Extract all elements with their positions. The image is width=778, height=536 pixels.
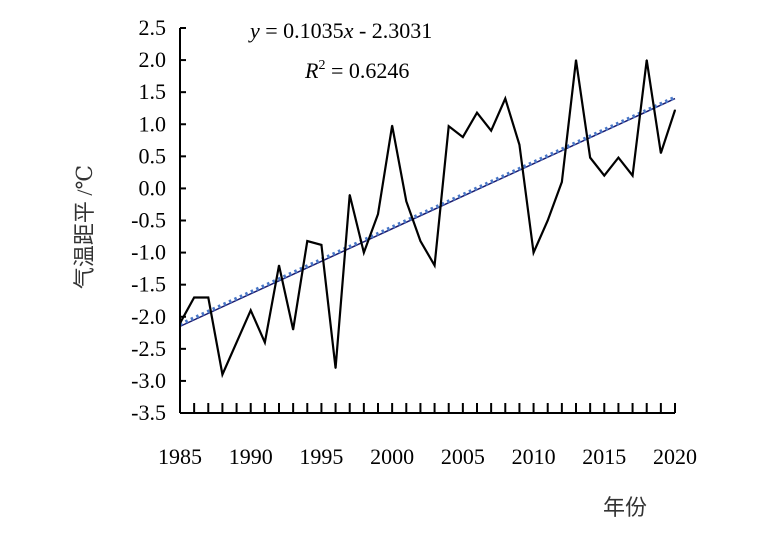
y-tick-label: 0.5 xyxy=(139,143,167,168)
data-point xyxy=(617,156,620,159)
y-tick-label: 2.0 xyxy=(139,47,167,72)
data-point xyxy=(419,240,422,242)
data-point xyxy=(207,296,210,299)
r-squared: R2 = 0.6246 xyxy=(304,58,409,83)
y-tick-label: -0.5 xyxy=(131,208,166,233)
data-point xyxy=(320,244,323,246)
x-axis-title: 年份 xyxy=(603,495,647,520)
regression-equation: y = 0.1035x - 2.3031 xyxy=(248,18,432,43)
y-tick-label: -1.5 xyxy=(131,272,166,297)
x-tick-label: 2005 xyxy=(441,444,485,469)
data-point xyxy=(462,136,464,138)
data-point xyxy=(603,174,606,177)
r-squared-value: = 0.6246 xyxy=(325,58,409,83)
data-point xyxy=(278,264,280,267)
data-point xyxy=(631,174,634,177)
y-tick-label: -3.5 xyxy=(131,400,166,425)
r-squared-exponent: 2 xyxy=(318,58,325,73)
tick-labels-group: -3.5 -3.0 -2.5 -2.0 -1.5 -1.0 -0.5 0.0 0.5 1.0 1.5… xyxy=(131,15,697,469)
data-point xyxy=(348,194,351,196)
data-point xyxy=(306,240,309,242)
data-point xyxy=(221,373,224,376)
y-tick-label: -1.0 xyxy=(131,240,166,265)
data-point xyxy=(193,296,195,299)
data-point xyxy=(235,341,238,344)
x-tick-label: 2020 xyxy=(653,444,697,469)
data-point xyxy=(363,251,365,254)
data-point xyxy=(476,111,478,114)
data-point xyxy=(504,97,507,100)
data-point xyxy=(447,125,450,127)
data-point xyxy=(561,181,563,183)
data-point xyxy=(377,213,379,215)
x-tick-label: 2015 xyxy=(582,444,626,469)
series-group xyxy=(179,59,677,379)
y-tick-label: 2.5 xyxy=(139,15,167,40)
equation-intercept: - 2.3031 xyxy=(353,18,432,43)
equation-y-var: y xyxy=(248,18,260,43)
axes-group xyxy=(179,27,676,414)
data-point xyxy=(292,328,294,331)
data-point xyxy=(433,264,436,267)
data-point xyxy=(264,341,266,344)
equation-x-var: x xyxy=(343,18,354,43)
data-point xyxy=(334,367,337,369)
x-tick-label: 1995 xyxy=(299,444,343,469)
data-point xyxy=(660,152,662,154)
trendline-group xyxy=(179,95,676,328)
y-tick-label: 0.0 xyxy=(139,175,167,200)
data-point xyxy=(518,143,521,146)
trendline-dotted xyxy=(179,95,676,327)
data-point xyxy=(391,124,393,127)
equation-coefficient: = 0.1035 xyxy=(260,18,344,43)
x-tick-label: 1985 xyxy=(158,444,202,469)
y-axis-title: 气温距平 /℃ xyxy=(72,165,97,289)
data-point xyxy=(546,219,549,222)
series-line xyxy=(179,59,677,379)
data-point xyxy=(645,59,648,61)
data-point xyxy=(405,200,408,203)
y-tick-label: -2.5 xyxy=(131,336,166,361)
x-tick-label: 2000 xyxy=(370,444,414,469)
y-tick-label: 1.0 xyxy=(139,111,167,136)
data-point xyxy=(249,309,252,312)
y-tick-label: 1.5 xyxy=(139,79,167,104)
r-squared-var: R xyxy=(304,58,319,83)
x-tick-label: 1990 xyxy=(229,444,273,469)
y-tick-label: -3.0 xyxy=(131,368,166,393)
data-point xyxy=(532,251,535,254)
data-point xyxy=(490,129,492,132)
data-point xyxy=(674,109,676,111)
y-tick-label: -2.0 xyxy=(131,304,166,329)
data-point xyxy=(575,59,577,61)
data-point xyxy=(589,156,591,159)
x-tick-label: 2010 xyxy=(512,444,556,469)
